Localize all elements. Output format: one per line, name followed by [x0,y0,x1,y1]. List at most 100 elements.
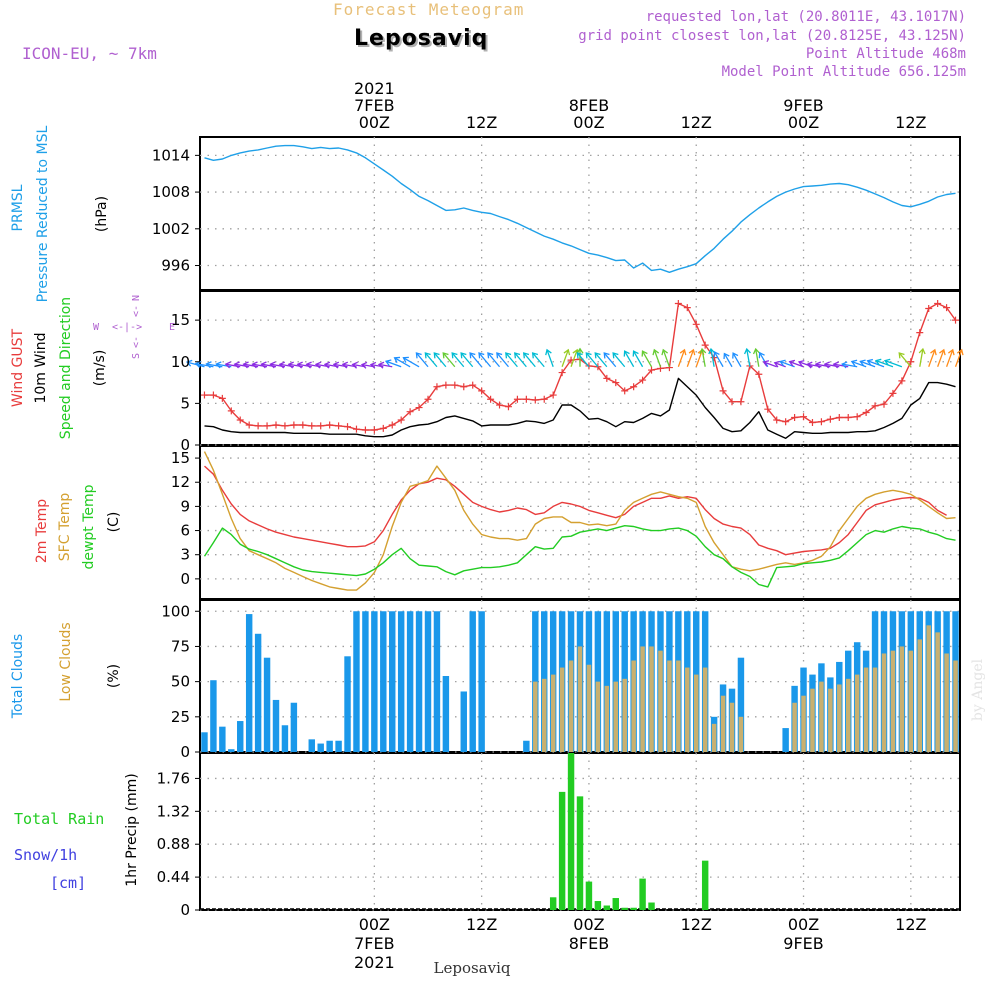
gust-marker [370,426,378,434]
wind-arrow-head [402,356,409,363]
low-cloud-bar [908,650,914,752]
wind-arrow [723,353,733,368]
wind-arrow-head [469,352,476,359]
wind-arrow [746,348,751,367]
total-cloud-bar [406,611,414,752]
bottom-time-label: 00Z [788,915,819,934]
point-altitude: Point Altitude 468m [805,46,966,62]
wind-arrow-head [688,348,696,356]
temp-dewpt-line [203,525,956,588]
low-cloud-bar [729,702,735,752]
wind-arrow-head [314,361,322,369]
wind-arrow-head [723,352,730,360]
gust-marker [639,376,647,384]
wind-arrow-head [251,361,258,369]
axis-labels: 9961002100810140510150369121502550751000… [152,79,927,972]
gust-marker [299,421,307,429]
wind-arrow-head [287,361,294,369]
top-time-label: 7FEB [354,96,394,115]
gust-marker [800,413,808,421]
temp-dewpt-label: dewpt Temp [81,484,97,569]
wind-arrow [478,352,492,368]
y-tick-label: 15 [171,311,190,329]
rain-bar [630,907,637,910]
wind-arrow-head [788,359,796,367]
wind-arrow [898,352,912,368]
requested-coords: requested lon,lat (20.8011E, 43.1017N) [645,9,966,25]
gust-marker [808,419,816,427]
wind-arrow [514,352,527,368]
total-cloud-bar [415,611,423,752]
watermark: by Angel [970,658,986,721]
total-cloud-bar [362,611,369,752]
low-cloud-bar [622,678,627,752]
gust-marker [308,422,316,430]
top-time-label: 00Z [359,113,390,132]
gust-marker [692,320,700,328]
total-cloud-bar [237,721,244,752]
gust-marker [531,396,539,404]
gust-marker [227,407,235,415]
compass-west-label: W [93,322,100,333]
wind-arrow [385,360,402,368]
total-cloud-bar [210,680,217,752]
wind-arrow-head [612,352,619,359]
wind-arrow-head [823,361,830,369]
total-cloud-bar [326,740,333,752]
low-cloud-bar [890,650,896,752]
wind-arrow-head [460,352,467,359]
pressure-line [204,144,956,273]
snow-label: Snow/1h [14,846,77,864]
gust-marker [612,379,620,387]
total-cloud-bar [317,743,324,752]
gust-marker [388,421,396,429]
wind-arrow [206,363,223,368]
low-cloud-bar [559,667,565,752]
wind-arrow-head [732,352,739,359]
snow-unit-label: [cm] [50,874,86,892]
wind-arrow [774,362,786,368]
wind-arrow [798,361,813,368]
wind-arrow-head [758,351,765,359]
gust-marker [853,413,861,421]
y-tick-label: 1.32 [157,802,190,820]
wind-unit-label: (m/s) [92,350,108,387]
wind-arrow-head [956,348,964,356]
low-cloud-bar [926,625,931,752]
total-cloud-bar [263,657,271,752]
gust-marker [451,381,459,389]
bottom-time-label: 9FEB [783,934,823,953]
low-cloud-bar [953,660,958,752]
low-cloud-bar [917,639,923,752]
gust-marker [263,422,271,430]
gust-marker [469,381,477,389]
precip-axis-label: 1hr Precip (mm) [124,773,140,886]
wind-arrow [576,352,590,368]
low-cloud-bar [863,667,869,752]
wind-arrow [442,352,456,368]
y-tick-label: 5 [180,394,190,412]
wind-arrow [570,349,578,367]
low-cloud-bar [685,667,690,752]
temp-2m-line [204,465,947,556]
y-tick-label: 0 [180,436,190,454]
bottom-time-label: 12Z [681,915,712,934]
wind-arrow [710,348,715,367]
wind-arrow-head [369,361,377,369]
gust-marker [826,415,834,423]
wind-10m-label: 10m Wind [33,332,49,403]
gust-marker [460,383,468,391]
wind-arrow [701,348,706,367]
wind-arrow [594,352,608,368]
wind-arrow-head [545,348,552,356]
wind-arrow-head [883,358,891,366]
gust-marker [907,358,915,366]
wind-arrow-head [752,347,760,355]
wind-arrow [612,352,626,368]
total-cloud-bar [397,611,405,752]
wind-arrow-head [713,351,720,358]
wind-arrow-head [708,347,716,355]
data-marks [185,144,964,910]
wind-arrow [641,350,653,368]
wind-arrow-head [332,361,340,369]
